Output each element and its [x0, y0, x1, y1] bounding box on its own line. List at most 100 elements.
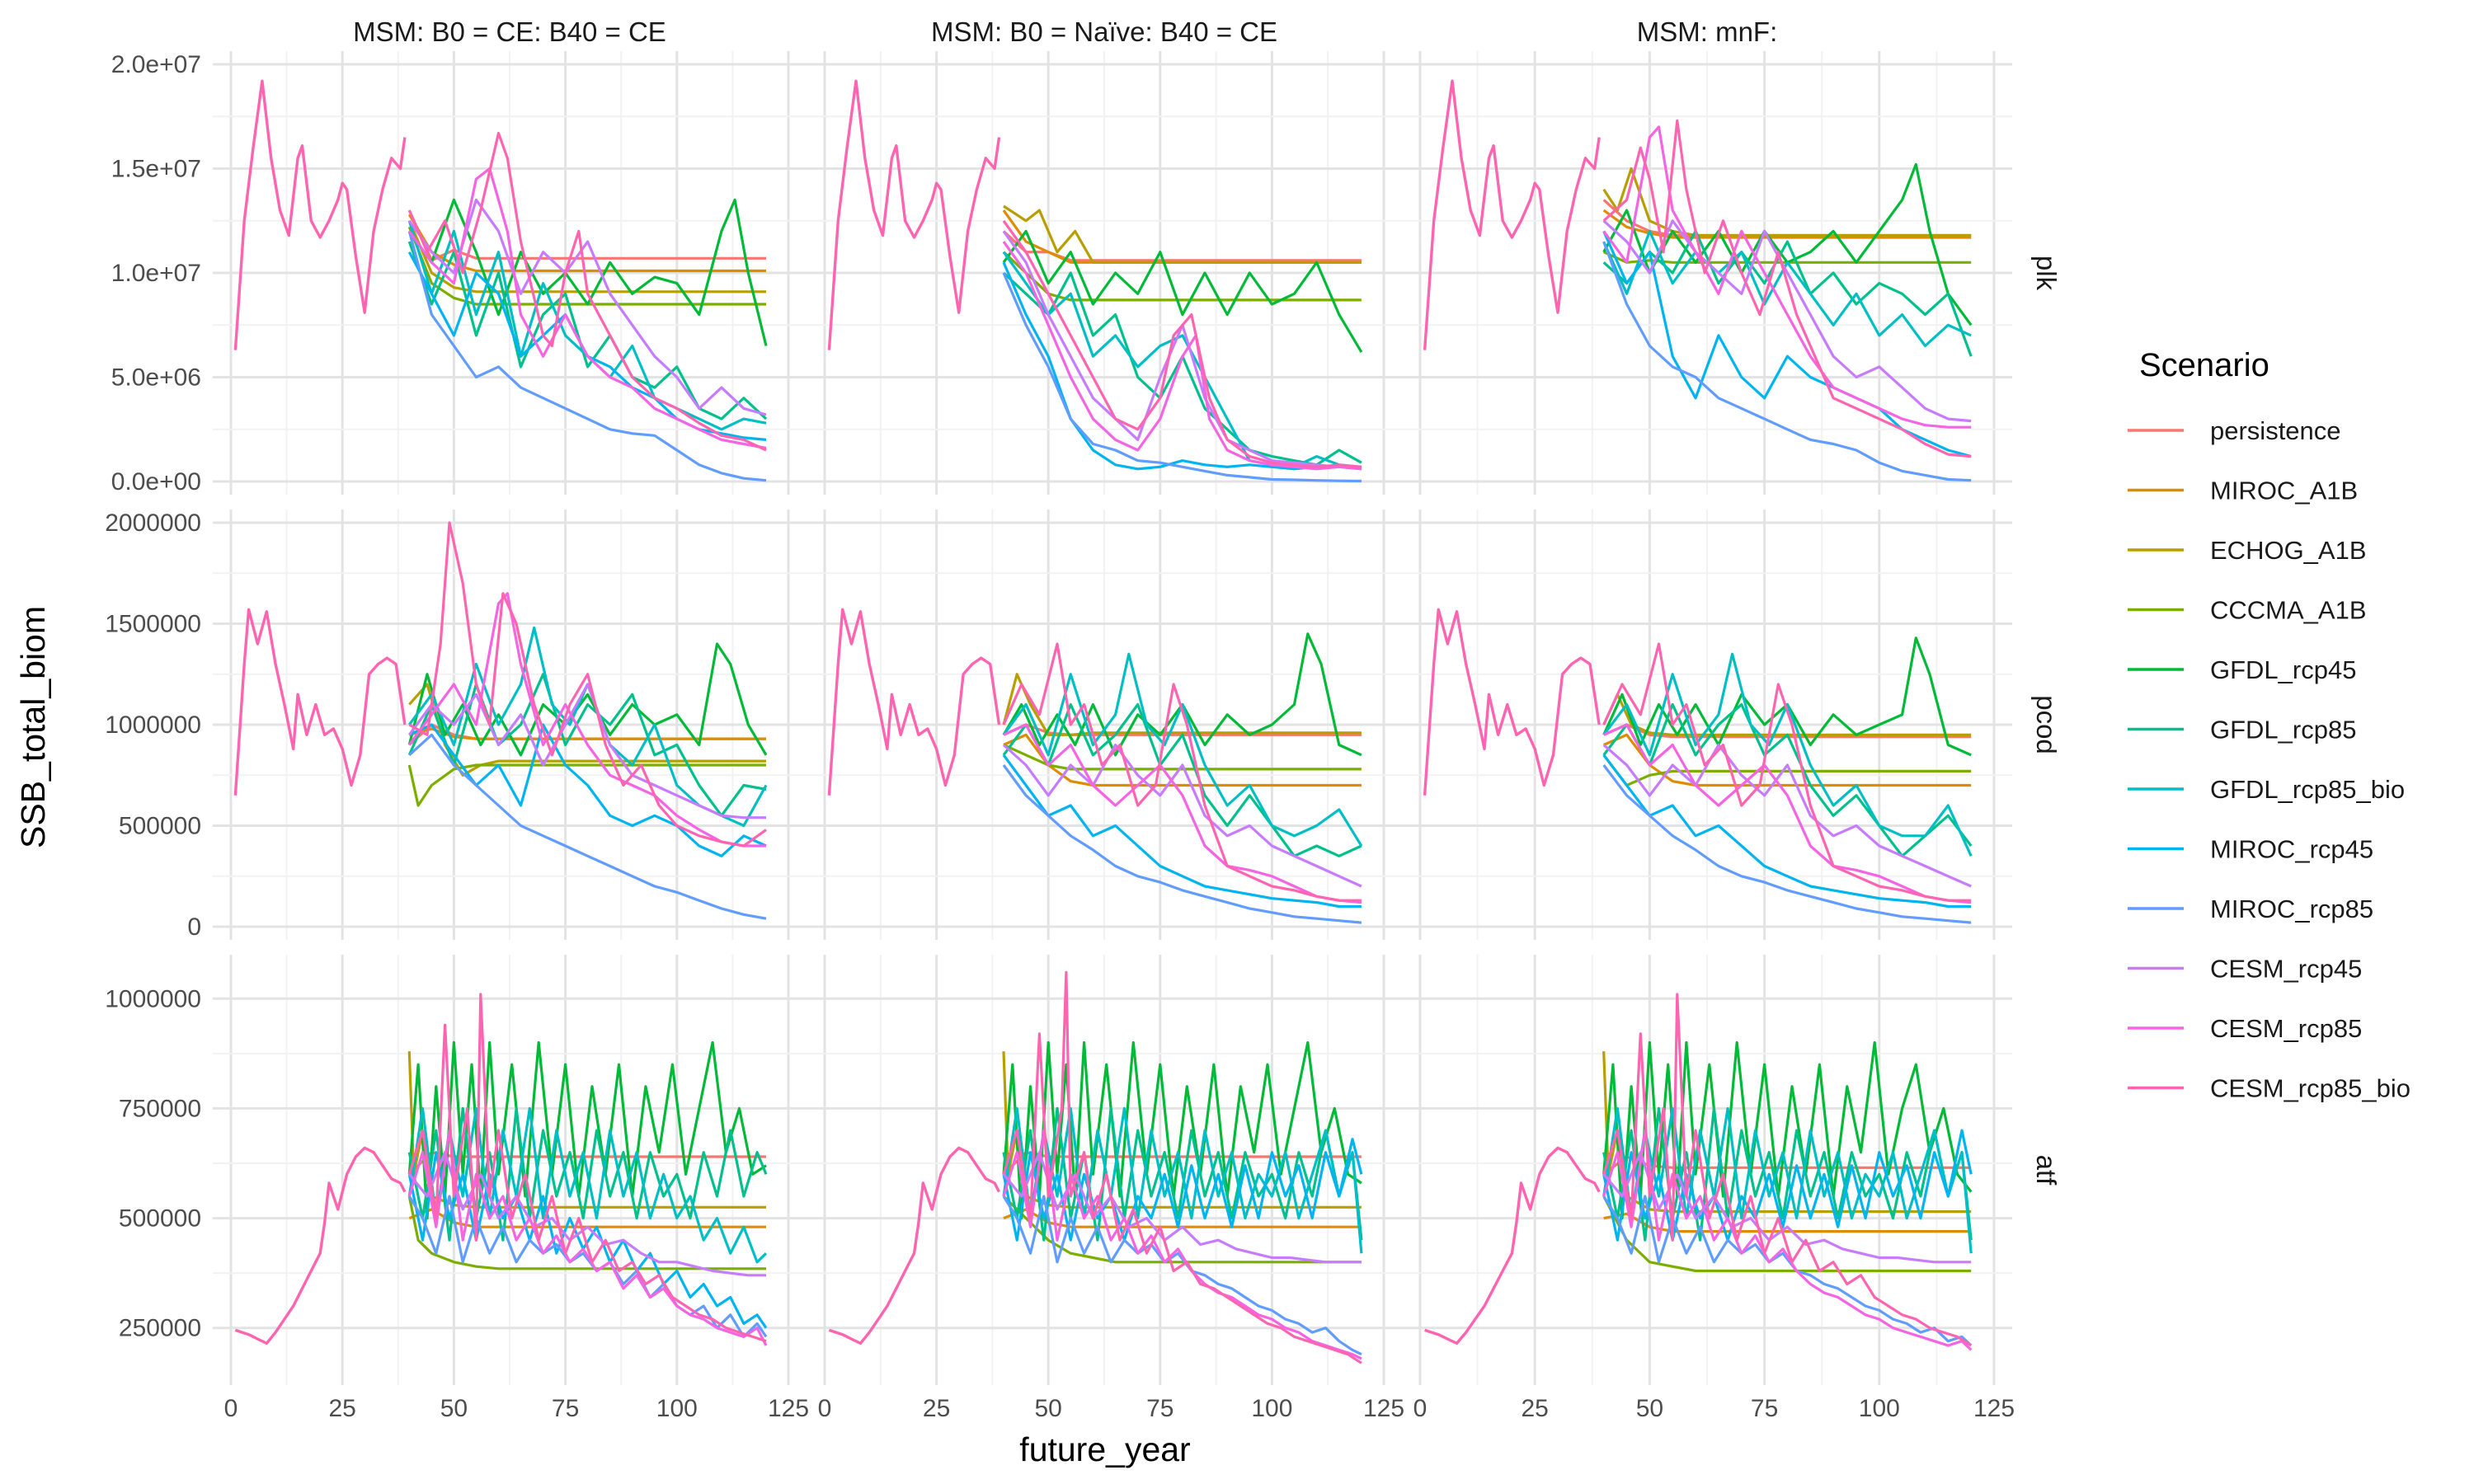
series-line-CESM_rcp85: [1602, 1129, 1973, 1351]
series-group-plk-1: [233, 79, 768, 482]
series-line-CESM_rcp85_bio: [1602, 993, 1973, 1347]
y-tick-label: 1.0e+07: [111, 260, 201, 287]
legend-label: CESM_rcp45: [2210, 955, 2362, 984]
label-layer: 0.0e+005.0e+061.0e+071.5e+072.0e+0705000…: [105, 16, 2062, 1422]
series-line-CESM_rcp85: [1002, 1129, 1362, 1360]
facet-column-label: MSM: B0 = CE: B40 = CE: [353, 16, 666, 47]
series-line-MIROC_rcp45: [407, 251, 767, 441]
y-tick-label: 1000000: [105, 985, 201, 1012]
legend-item: ECHOG_A1B: [2128, 536, 2367, 565]
series-line-CESM_rcp45: [1002, 1151, 1362, 1264]
x-tick-label: 50: [1035, 1395, 1062, 1422]
series-group-pcod-2: [827, 608, 1363, 924]
facet-column-label: MSM: B0 = Naïve: B40 = CE: [931, 16, 1277, 47]
facet-row-label: atf: [2031, 1155, 2062, 1186]
series-line-CESM_rcp45: [407, 198, 767, 416]
series-group-atf-2: [828, 970, 1363, 1364]
y-tick-label: 1000000: [105, 711, 201, 739]
legend-item: CESM_rcp85: [2128, 1014, 2362, 1043]
legend-item: CCCMA_A1B: [2128, 596, 2367, 625]
series-line-CESM_rcp85: [408, 592, 766, 848]
series-line-GFDL_rcp45: [1602, 162, 1973, 326]
legend-item: MIROC_A1B: [2128, 477, 2358, 505]
series-line-MIROC_rcp45: [1002, 261, 1362, 471]
series-line-historical: [1423, 79, 1601, 350]
y-axis-title: SSB_total_biom: [14, 606, 52, 848]
legend-item: MIROC_rcp85: [2128, 895, 2373, 923]
series-line-GFDL_rcp45: [407, 1040, 767, 1220]
series-line-CESM_rcp85_bio: [1602, 642, 1972, 902]
y-tick-label: 1.5e+07: [111, 156, 201, 183]
x-tick-label: 0: [818, 1395, 832, 1422]
series-line-CESM_rcp85_bio: [407, 131, 767, 452]
legend-label: CCCMA_A1B: [2210, 596, 2367, 625]
series-line-CESM_rcp45: [1002, 743, 1362, 888]
facet-row-label: plk: [2031, 256, 2062, 291]
panel-pcod-2: [807, 510, 1402, 940]
x-tick-label: 50: [1636, 1395, 1663, 1422]
series-line-CESM_rcp85: [407, 167, 767, 450]
series-line-GFDL_rcp85: [1602, 702, 1973, 857]
x-tick-label: 100: [1251, 1395, 1292, 1422]
series-line-CCCMA_A1B: [1002, 1195, 1362, 1264]
series-line-ECHOG_A1B: [408, 683, 766, 777]
x-tick-label: 100: [1859, 1395, 1900, 1422]
series-line-CESM_rcp45: [408, 683, 766, 819]
y-tick-label: 2.0e+07: [111, 51, 201, 78]
legend-label: persistence: [2210, 416, 2341, 445]
series-line-CESM_rcp85: [1603, 723, 1972, 904]
series-line-CESM_rcp45: [1602, 219, 1972, 423]
x-tick-label: 50: [440, 1395, 468, 1422]
x-tick-label: 125: [768, 1395, 809, 1422]
x-tick-label: 125: [1973, 1395, 2015, 1422]
x-tick-label: 0: [1413, 1395, 1427, 1422]
y-tick-label: 0: [187, 913, 201, 941]
x-tick-label: 125: [1363, 1395, 1404, 1422]
series-line-MIROC_rcp85: [1002, 1195, 1362, 1356]
x-tick-label: 25: [1522, 1395, 1549, 1422]
x-tick-label: 25: [329, 1395, 356, 1422]
legend-item: GFDL_rcp85: [2128, 716, 2356, 744]
y-tick-label: 5.0e+06: [111, 364, 201, 392]
series-line-ECHOG_A1B: [1003, 204, 1362, 264]
series-line-CESM_rcp45: [408, 1151, 766, 1277]
y-tick-label: 500000: [119, 1205, 201, 1233]
series-line-CESM_rcp85: [1003, 723, 1362, 904]
series-group-plk-3: [1423, 79, 1973, 482]
x-axis-title: future_year: [1019, 1430, 1190, 1468]
y-tick-label: 1500000: [105, 611, 201, 638]
panel-plk-3: [1402, 51, 2012, 495]
series-line-CESM_rcp45: [1602, 1151, 1972, 1264]
legend-label: GFDL_rcp45: [2210, 655, 2356, 684]
series-line-historical: [827, 79, 1001, 350]
legend-item: CESM_rcp85_bio: [2128, 1074, 2411, 1103]
series-line-MIROC_rcp85: [1002, 764, 1362, 924]
legend-item: MIROC_rcp45: [2128, 835, 2373, 864]
series-line-GFDL_rcp45: [407, 642, 768, 757]
legend-item: CESM_rcp45: [2128, 955, 2362, 984]
series-group-atf-3: [1424, 993, 1973, 1351]
x-tick-label: 75: [1751, 1395, 1778, 1422]
series-line-historical: [233, 608, 407, 796]
x-tick-label: 75: [552, 1395, 579, 1422]
series-line-GFDL_rcp85: [407, 1106, 768, 1242]
series-line-MIROC_rcp45: [1602, 754, 1972, 909]
series-line-GFDL_rcp85_bio: [1602, 229, 1972, 348]
y-tick-label: 0.0e+00: [111, 468, 201, 495]
series-line-GFDL_rcp85: [1002, 271, 1362, 467]
series-group-plk-2: [827, 79, 1363, 483]
series-line-CESM_rcp85: [1602, 125, 1972, 429]
series-line-historical: [827, 608, 1001, 796]
series-line-historical: [233, 79, 407, 350]
series-group-pcod-3: [1423, 608, 1973, 924]
series-line-CESM_rcp85_bio: [1002, 219, 1362, 468]
series-line-MIROC_rcp85: [1002, 272, 1362, 483]
series-line-historical: [828, 1146, 1001, 1345]
series-line-GFDL_rcp45: [1602, 1040, 1973, 1220]
series-line-CCCMA_A1B: [1003, 744, 1362, 771]
series-line-GFDL_rcp85: [1002, 702, 1362, 857]
series-line-MIROC_rcp85: [408, 733, 767, 920]
series-line-CESM_rcp85_bio: [1002, 970, 1362, 1364]
legend-label: CESM_rcp85: [2210, 1014, 2362, 1043]
